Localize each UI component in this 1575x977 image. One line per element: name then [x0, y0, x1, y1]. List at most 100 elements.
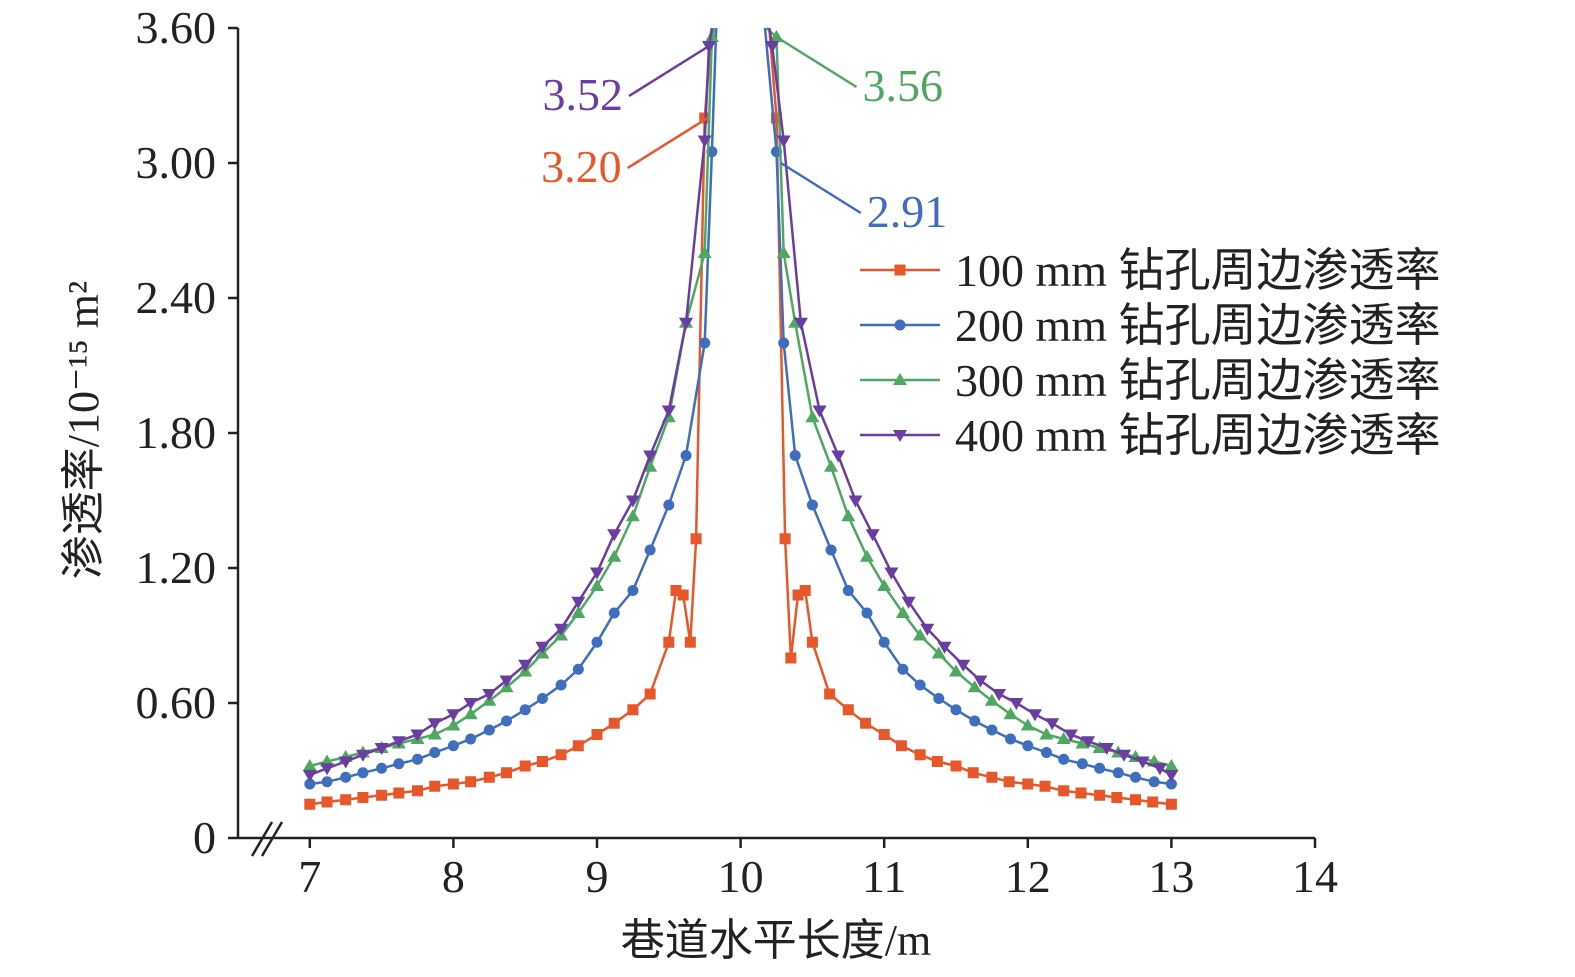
x-tick-label: 13	[1148, 851, 1194, 902]
legend-marker	[893, 373, 907, 385]
data-point	[950, 704, 962, 716]
data-point	[412, 785, 423, 797]
data-point	[1135, 756, 1150, 769]
data-point	[878, 636, 890, 648]
data-point	[571, 596, 586, 609]
annotation-leader	[628, 44, 710, 98]
data-point	[608, 717, 620, 729]
data-point	[463, 707, 478, 720]
data-point	[357, 792, 369, 803]
data-point	[806, 636, 818, 648]
ticks	[228, 26, 1317, 848]
data-point	[519, 760, 531, 772]
annotation-label: 3.52	[543, 69, 624, 120]
data-point	[1045, 718, 1060, 731]
y-axis-label: 渗透率/10⁻¹⁵ m²	[59, 281, 108, 579]
series-line-left	[309, 27, 714, 777]
data-point	[518, 659, 533, 672]
legend-label: 200 mm 钻孔周边渗透率	[955, 300, 1441, 351]
data-point	[535, 641, 550, 654]
data-point	[776, 135, 791, 148]
data-point	[986, 724, 998, 736]
data-point	[302, 759, 317, 771]
data-point	[447, 740, 459, 752]
data-point	[429, 747, 441, 758]
data-point	[1165, 798, 1177, 810]
data-point	[805, 410, 820, 423]
data-point	[571, 606, 586, 618]
data-point	[304, 798, 316, 810]
data-point	[590, 567, 604, 580]
annotation-label: 2.91	[867, 186, 948, 237]
data-point	[1058, 753, 1070, 765]
data-point	[320, 763, 335, 776]
data-point	[1148, 776, 1160, 788]
annotation-leader	[775, 35, 858, 89]
data-point	[679, 317, 694, 330]
data-point	[427, 727, 442, 740]
data-point	[1027, 709, 1042, 722]
data-point	[897, 663, 909, 675]
data-point	[1022, 740, 1034, 752]
data-point	[340, 794, 352, 806]
data-point	[670, 585, 682, 596]
data-point	[877, 579, 892, 591]
data-point	[465, 733, 477, 745]
data-point	[429, 780, 441, 792]
data-point	[463, 698, 478, 710]
data-point	[427, 718, 442, 731]
y-tick-label: 1.80	[136, 407, 217, 458]
data-point	[1094, 762, 1106, 774]
data-point	[949, 664, 963, 677]
data-point	[895, 740, 907, 752]
data-point	[1076, 758, 1088, 770]
data-point	[973, 675, 988, 688]
data-point	[677, 589, 689, 601]
legend-marker	[894, 264, 906, 276]
data-point	[412, 753, 423, 765]
data-point	[483, 724, 495, 736]
data-point	[519, 704, 531, 716]
data-point	[956, 659, 971, 672]
data-point	[376, 762, 388, 774]
data-point	[778, 337, 790, 349]
data-point	[1081, 736, 1096, 749]
data-point	[1075, 736, 1090, 749]
data-point	[789, 450, 801, 461]
annotation-leader	[626, 116, 709, 170]
data-point	[1152, 763, 1167, 776]
annotation-label: 3.56	[863, 60, 944, 111]
legend-label: 400 mm 钻孔周边渗透率	[955, 410, 1441, 461]
data-point	[321, 796, 333, 808]
legend-label: 300 mm 钻孔周边渗透率	[955, 355, 1441, 406]
series-2	[304, 27, 1177, 790]
data-point	[376, 789, 388, 801]
annotation-layer: 3.52 3.20 3.56 2.91	[541, 35, 948, 237]
data-point	[572, 740, 584, 752]
data-point	[554, 623, 569, 636]
tick-labels: 7 8 9 10 11 12 13 14 0 0.60 1.20 1.80 2.40 3.00 3.60	[136, 2, 1339, 902]
data-point	[1056, 732, 1071, 744]
data-point	[895, 606, 910, 618]
data-point	[933, 693, 945, 704]
data-point	[447, 778, 459, 790]
data-point	[1164, 759, 1179, 771]
annotation-leader	[780, 161, 862, 215]
data-point	[884, 567, 899, 580]
data-point	[1003, 776, 1015, 788]
data-point	[1130, 794, 1141, 806]
data-point	[591, 636, 603, 648]
data-point	[697, 246, 712, 258]
data-point	[499, 675, 514, 688]
y-tick-label: 0.60	[136, 677, 217, 728]
data-point	[590, 579, 604, 591]
series-4	[302, 27, 1179, 782]
data-point	[572, 663, 584, 675]
data-point	[1039, 727, 1054, 740]
x-tick-label: 9	[586, 851, 609, 902]
data-point	[984, 693, 999, 706]
data-point	[920, 623, 935, 636]
data-point	[393, 758, 405, 770]
